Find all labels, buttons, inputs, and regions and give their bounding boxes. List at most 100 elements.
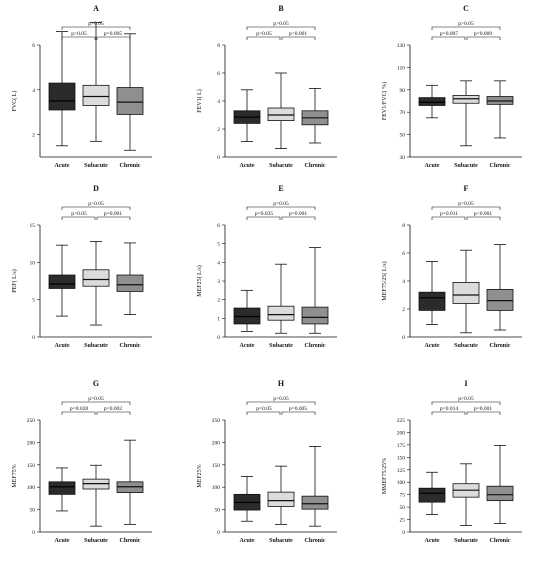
box-subacute bbox=[82, 84, 110, 106]
y-tick-label: 8 bbox=[217, 43, 220, 49]
p-value-right: p=0.009 bbox=[474, 31, 492, 37]
p-value-left: p=0.011 bbox=[440, 211, 458, 217]
y-tick-label: 100 bbox=[397, 480, 406, 486]
y-tick-label: 175 bbox=[397, 443, 406, 449]
p-value-left: p=0.05 bbox=[256, 406, 272, 412]
p-value-left: p>0.05 bbox=[71, 31, 87, 37]
y-tick-label: 100 bbox=[212, 485, 221, 491]
p-value-right: p<0.001 bbox=[474, 211, 492, 217]
panel-letter: D bbox=[93, 184, 99, 193]
p-value-right: p<0.001 bbox=[289, 31, 307, 37]
bracket-top bbox=[246, 206, 316, 210]
p-value-right: p=0.001 bbox=[474, 406, 492, 412]
y-tick-label: 0 bbox=[402, 530, 405, 536]
box-subacute bbox=[267, 107, 295, 121]
category-label: Chronic bbox=[120, 538, 141, 544]
category-label: Chronic bbox=[490, 163, 511, 169]
box-acute bbox=[48, 481, 76, 495]
p-value-top: p>0.05 bbox=[88, 201, 104, 207]
y-axis-label: MEF75% bbox=[12, 464, 18, 487]
panel-letter: C bbox=[463, 4, 469, 13]
p-value-top: p>0.05 bbox=[273, 396, 289, 402]
y-tick-label: 1 bbox=[217, 316, 220, 322]
category-label: Subacute bbox=[454, 538, 478, 544]
p-value-left: p=0.014 bbox=[440, 406, 458, 412]
panel-h: H 0 50 100 150 200 250 MEF25% Acute Subacute Chron… bbox=[197, 379, 337, 544]
y-tick-label: 30 bbox=[400, 155, 406, 161]
category-label: Acute bbox=[240, 538, 255, 544]
box-chronic bbox=[301, 306, 329, 325]
panel-letter: B bbox=[278, 4, 284, 13]
y-axis-label: FEV1( L) bbox=[196, 89, 203, 113]
y-tick-label: 4 bbox=[402, 279, 405, 285]
p-value-left: p=0.007 bbox=[440, 31, 458, 37]
y-tick-label: 0 bbox=[217, 155, 220, 161]
p-value-top: p>0.05 bbox=[458, 396, 474, 402]
panel-letter: I bbox=[464, 379, 467, 388]
category-label: Subacute bbox=[84, 163, 108, 169]
p-value-left: p=0.028 bbox=[70, 406, 88, 412]
bracket-right bbox=[96, 36, 131, 40]
p-value-top: p>0.05 bbox=[88, 21, 104, 27]
category-label: Subacute bbox=[269, 343, 293, 349]
y-tick-label: 2 bbox=[32, 133, 35, 139]
bracket-left bbox=[246, 216, 281, 220]
y-tick-label: 130 bbox=[397, 43, 406, 49]
category-label: Chronic bbox=[490, 343, 511, 349]
p-value-right: p=0.001 bbox=[104, 211, 122, 217]
y-tick-label: 6 bbox=[217, 223, 220, 229]
box-chronic bbox=[486, 485, 514, 502]
bracket-left bbox=[61, 36, 96, 40]
box-subacute bbox=[267, 305, 295, 321]
category-label: Chronic bbox=[305, 343, 326, 349]
bracket-top bbox=[431, 26, 501, 30]
category-label: Chronic bbox=[305, 538, 326, 544]
y-tick-label: 75 bbox=[400, 493, 406, 499]
bracket-top bbox=[431, 206, 501, 210]
p-value-right: p=0.005 bbox=[104, 31, 122, 37]
y-tick-label: 2 bbox=[217, 127, 220, 133]
y-tick-label: 100 bbox=[27, 485, 36, 491]
y-tick-label: 50 bbox=[215, 508, 221, 514]
y-tick-label: 2 bbox=[217, 298, 220, 304]
y-axis-label: MEF25% bbox=[197, 464, 203, 487]
category-label: Chronic bbox=[120, 343, 141, 349]
p-value-top: p>0.05 bbox=[458, 21, 474, 27]
y-tick-label: 50 bbox=[400, 505, 406, 511]
panel-g: G 0 50 100 150 200 250 MEF75% Acute Subacute Chron… bbox=[12, 379, 152, 544]
y-tick-label: 2 bbox=[402, 307, 405, 313]
y-tick-label: 200 bbox=[212, 440, 221, 446]
p-value-top: p>0.05 bbox=[458, 201, 474, 207]
category-label: Subacute bbox=[454, 343, 478, 349]
bracket-right bbox=[281, 411, 316, 415]
bracket-left bbox=[431, 411, 466, 415]
bracket-left bbox=[61, 411, 96, 415]
bracket-right bbox=[96, 216, 131, 220]
bracket-left bbox=[431, 36, 466, 40]
bracket-right bbox=[466, 36, 501, 40]
category-label: Acute bbox=[425, 538, 440, 544]
y-tick-label: 110 bbox=[397, 65, 405, 71]
category-label: Acute bbox=[55, 538, 70, 544]
p-value-right: p=0.002 bbox=[104, 406, 122, 412]
y-tick-label: 150 bbox=[212, 463, 221, 469]
category-label: Acute bbox=[55, 163, 70, 169]
category-label: Chronic bbox=[305, 163, 326, 169]
y-tick-label: 6 bbox=[32, 43, 35, 49]
y-tick-label: 4 bbox=[217, 260, 220, 266]
box-subacute bbox=[82, 269, 110, 287]
y-axis-label: MEF25( L/s) bbox=[196, 265, 203, 297]
y-tick-label: 3 bbox=[217, 279, 220, 285]
bracket-top bbox=[61, 401, 131, 405]
y-tick-label: 200 bbox=[397, 430, 406, 436]
category-label: Acute bbox=[425, 163, 440, 169]
y-tick-label: 150 bbox=[27, 463, 36, 469]
y-tick-label: 50 bbox=[400, 133, 406, 139]
bracket-right bbox=[281, 36, 316, 40]
bracket-top bbox=[61, 206, 131, 210]
category-label: Subacute bbox=[84, 343, 108, 349]
y-axis-label: FVC( L) bbox=[11, 91, 18, 112]
panel-i: I 0 25 50 75 100 125 150 175 200 225 MMEF75/25% Acut… bbox=[382, 379, 522, 544]
panel-b: B 0 2 4 6 8 FEV1( L) Acute Subacute Chronic p>0.05… bbox=[196, 4, 337, 169]
